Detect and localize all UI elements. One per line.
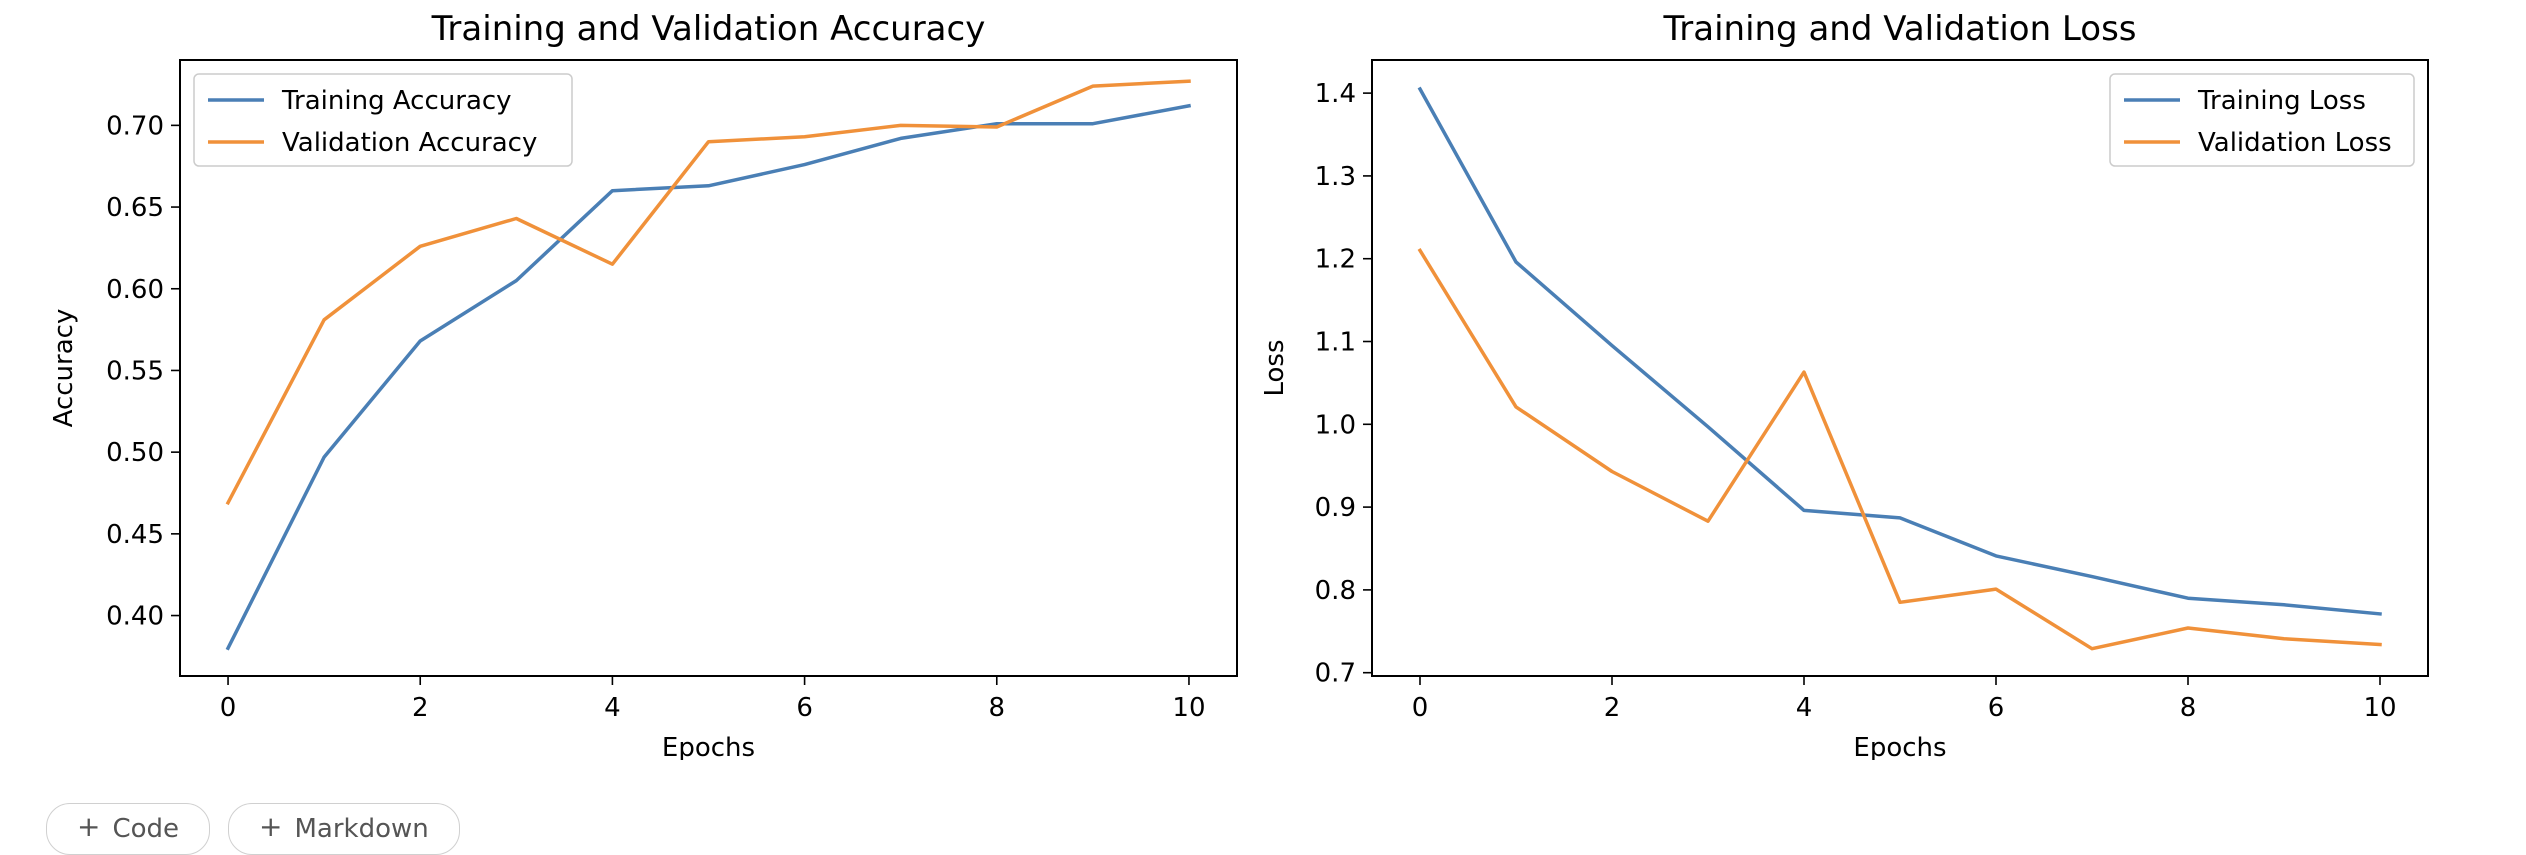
y-tick-label: 0.70 bbox=[106, 111, 164, 141]
series-line-1 bbox=[1417, 86, 2382, 616]
legend-label-1: Training Loss bbox=[2197, 86, 2366, 116]
y-tick-label: 0.50 bbox=[106, 438, 164, 468]
legend-label-2: Validation Loss bbox=[2198, 128, 2392, 158]
x-axis-label: Epochs bbox=[662, 733, 755, 760]
x-tick-label: 0 bbox=[1412, 693, 1429, 723]
plus-icon: + bbox=[77, 810, 101, 843]
y-tick-label: 0.9 bbox=[1315, 493, 1356, 523]
figure: Training and Validation Accuracy 0 2 4 6 8 10 0… bbox=[49, 9, 2429, 760]
x-tick-label: 10 bbox=[1172, 693, 1205, 723]
x-axis-label: Epochs bbox=[1853, 733, 1946, 760]
y-axis-label: Loss bbox=[1260, 339, 1290, 396]
legend-box bbox=[2109, 73, 2415, 167]
chart-panel-1: Training and Validation Accuracy 0 2 4 6 8 10 0… bbox=[49, 9, 1238, 760]
cell-toolbar: + Code + Markdown bbox=[46, 803, 460, 855]
x-tick-label: 2 bbox=[412, 693, 429, 723]
x-tick-label: 4 bbox=[1796, 693, 1813, 723]
series-line-2 bbox=[225, 79, 1191, 506]
y-tick-label: 1.3 bbox=[1315, 162, 1356, 192]
y-tick-label: 0.8 bbox=[1315, 576, 1356, 606]
y-tick-label: 1.1 bbox=[1315, 328, 1356, 358]
legend-box bbox=[193, 73, 573, 167]
legend-label-2: Validation Accuracy bbox=[282, 128, 537, 158]
x-tick-label: 0 bbox=[220, 693, 237, 723]
x-tick-label: 4 bbox=[604, 693, 621, 723]
chart-title: Training and Validation Accuracy bbox=[431, 9, 986, 49]
add-markdown-button[interactable]: + Markdown bbox=[228, 803, 460, 855]
x-tick-label: 8 bbox=[2180, 693, 2197, 723]
add-code-label: Code bbox=[112, 814, 180, 844]
y-tick-label: 0.60 bbox=[106, 275, 164, 305]
x-tick-label: 6 bbox=[1988, 693, 2005, 723]
add-markdown-label: Markdown bbox=[294, 814, 429, 844]
y-tick-label: 0.45 bbox=[106, 520, 164, 550]
chart-panel-2: Training and Validation Loss 0 2 4 6 8 10 0.7 0.… bbox=[1260, 9, 2429, 760]
series-line-2 bbox=[1417, 247, 2382, 651]
y-axis-label: Accuracy bbox=[49, 309, 79, 428]
x-tick-label: 8 bbox=[988, 693, 1005, 723]
y-tick-label: 0.7 bbox=[1315, 659, 1356, 689]
add-code-button[interactable]: + Code bbox=[46, 803, 211, 855]
y-tick-label: 1.0 bbox=[1315, 410, 1356, 440]
x-tick-label: 10 bbox=[2363, 693, 2396, 723]
x-tick-label: 2 bbox=[1604, 693, 1621, 723]
series-line-1 bbox=[225, 103, 1192, 651]
plus-icon: + bbox=[259, 810, 283, 843]
plot-frame bbox=[179, 59, 1238, 677]
y-tick-label: 0.55 bbox=[106, 356, 164, 386]
chart-title: Training and Validation Loss bbox=[1662, 9, 2136, 49]
y-tick-label: 0.65 bbox=[106, 193, 164, 223]
y-tick-label: 0.40 bbox=[106, 602, 164, 632]
legend-label-1: Training Accuracy bbox=[281, 86, 512, 116]
y-tick-label: 1.4 bbox=[1315, 79, 1356, 109]
y-tick-label: 1.2 bbox=[1315, 245, 1356, 275]
x-tick-label: 6 bbox=[796, 693, 813, 723]
plot-frame bbox=[1371, 59, 2429, 677]
